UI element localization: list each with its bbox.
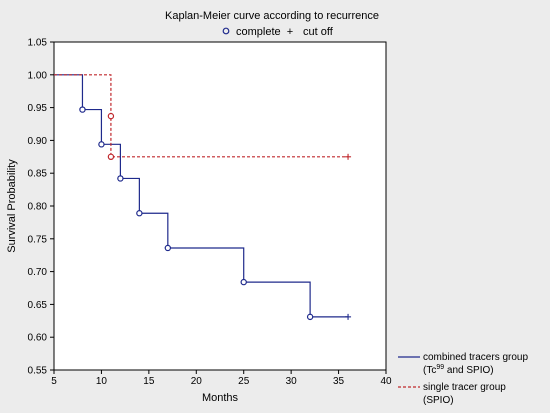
legend-cutoff-marker: + — [287, 26, 293, 38]
x-tick-label: 30 — [286, 376, 298, 387]
y-tick-label: 0.80 — [28, 202, 48, 213]
complete-marker-combined — [306, 313, 314, 321]
x-tick-label: 5 — [51, 376, 57, 387]
plot-area — [53, 41, 387, 371]
censored-marker-single — [345, 153, 352, 160]
complete-marker-single — [107, 153, 115, 160]
complete-marker-combined — [79, 106, 86, 113]
x-tick-label: 35 — [333, 376, 345, 387]
series-legend: combined tracers group (Tc99 and SPIO) s… — [398, 352, 528, 406]
complete-marker-combined — [136, 210, 143, 217]
x-tick-label: 25 — [238, 376, 250, 387]
y-tick-label: 0.60 — [28, 333, 48, 344]
censored-marker-combined — [345, 313, 352, 320]
legend-combined-label-line1: combined tracers group — [423, 352, 528, 363]
y-tick-label: 0.75 — [28, 234, 48, 245]
y-tick-label: 0.65 — [28, 300, 48, 311]
x-tick-label: 20 — [191, 376, 203, 387]
complete-marker-combined — [240, 278, 247, 286]
y-tick-label: 0.90 — [28, 136, 48, 147]
x-tick-label: 15 — [143, 376, 155, 387]
marker-legend: complete + cut off — [222, 26, 334, 38]
complete-marker-combined — [117, 175, 124, 182]
legend-cutoff-label: cut off — [303, 26, 334, 38]
complete-marker-combined — [98, 141, 105, 148]
y-tick-label: 0.85 — [28, 169, 48, 180]
y-axis-label: Survival Probability — [6, 159, 18, 253]
series-layer — [54, 74, 352, 321]
chart-title: Kaplan-Meier curve according to recurren… — [165, 10, 379, 22]
x-tick-label: 10 — [96, 376, 108, 387]
complete-marker-single — [107, 112, 115, 120]
y-tick-label: 0.55 — [28, 366, 48, 377]
x-axis: 5 10 15 20 25 30 35 40 — [51, 370, 392, 387]
y-tick-label: 1.05 — [28, 38, 48, 49]
y-tick-label: 0.95 — [28, 103, 48, 114]
x-tick-label: 40 — [380, 376, 392, 387]
legend-complete-label: complete — [236, 26, 281, 38]
legend-combined-label-line2: (Tc99 and SPIO) — [423, 364, 494, 376]
series-line-combined — [54, 74, 349, 318]
legend-single-label-line2: (SPIO) — [423, 395, 454, 406]
complete-marker-combined — [164, 244, 172, 252]
y-tick-label: 0.70 — [28, 267, 48, 278]
y-axis: 0.55 0.60 0.65 0.70 0.75 0.80 0.85 0.90 0.95 1.00… — [28, 38, 54, 377]
legend-single-label-line1: single tracer group — [423, 382, 506, 393]
legend-complete-marker — [222, 27, 230, 35]
y-tick-label: 1.00 — [28, 70, 48, 81]
x-axis-label: Months — [202, 392, 239, 404]
